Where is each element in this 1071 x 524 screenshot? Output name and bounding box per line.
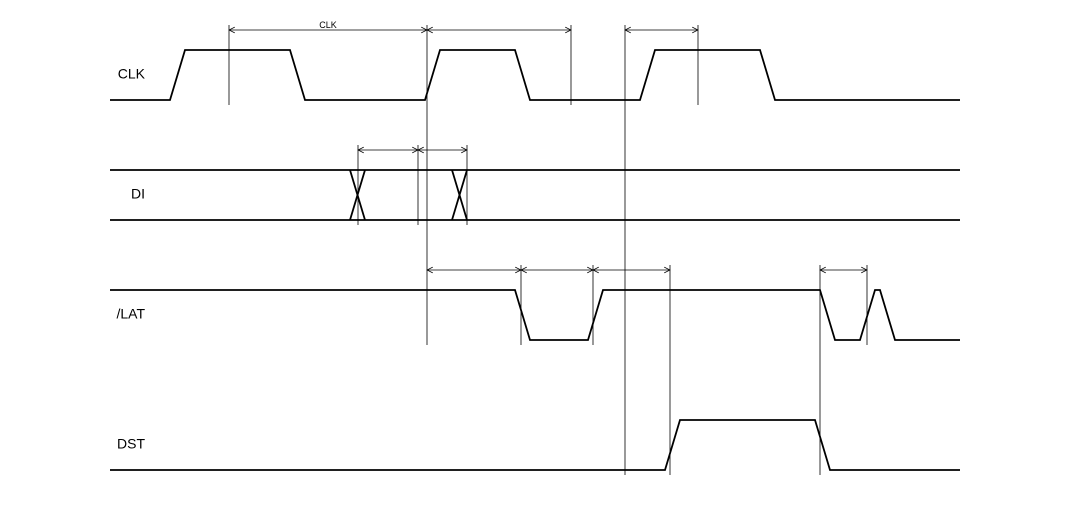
dim-label-0: CLK — [319, 20, 337, 30]
timing-diagram: CLK DI/LAT DST CLK — [0, 0, 1071, 524]
clk-label: CLK — [118, 66, 146, 82]
dst-waveform — [110, 420, 960, 470]
lat-waveform — [110, 290, 960, 340]
dst-label: DST — [117, 436, 145, 452]
clk-waveform — [110, 50, 960, 100]
lat-label: /LAT — [116, 306, 145, 322]
di-label: DI — [131, 186, 145, 202]
